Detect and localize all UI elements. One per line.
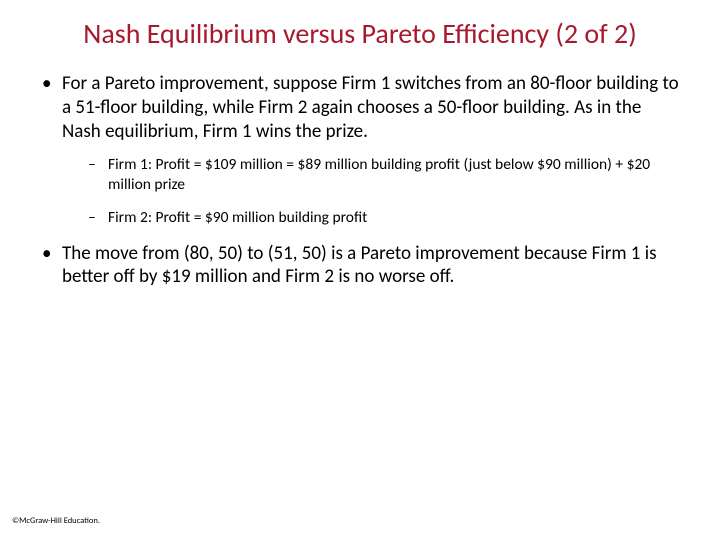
list-item: Firm 1: Profit = $109 million = $89 mill…	[80, 155, 684, 194]
sub-bullet-text: Firm 2: Profit = $90 million building pr…	[108, 208, 367, 227]
bullet-text: For a Pareto improvement, suppose Firm 1…	[62, 72, 679, 143]
sub-bullet-list: Firm 1: Profit = $109 million = $89 mill…	[62, 155, 684, 227]
list-item: The move from (80, 50) to (51, 50) is a …	[36, 242, 684, 290]
list-item: Firm 2: Profit = $90 million building pr…	[80, 208, 684, 227]
bullet-text: The move from (80, 50) to (51, 50) is a …	[62, 242, 657, 289]
bullet-list: For a Pareto improvement, suppose Firm 1…	[36, 72, 684, 289]
sub-bullet-text: Firm 1: Profit = $109 million = $89 mill…	[108, 155, 650, 193]
slide-title: Nash Equilibrium versus Pareto Efficienc…	[36, 18, 684, 50]
copyright-footer: ©McGraw-Hill Education.	[12, 516, 100, 526]
list-item: For a Pareto improvement, suppose Firm 1…	[36, 72, 684, 227]
